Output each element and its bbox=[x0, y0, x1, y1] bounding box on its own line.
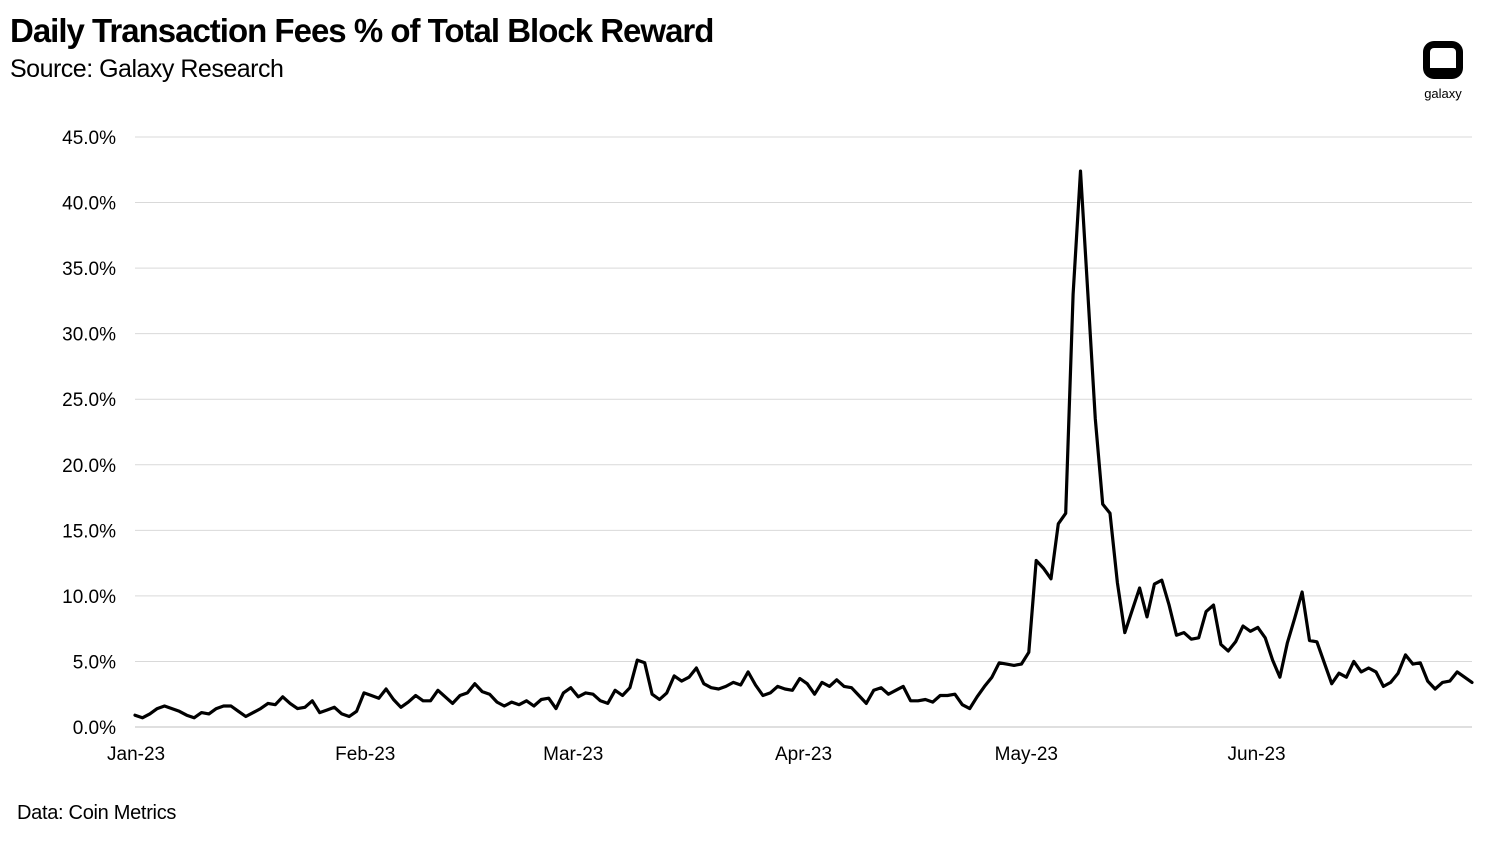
y-tick-label: 5.0% bbox=[73, 652, 116, 673]
galaxy-logo-icon bbox=[1423, 41, 1463, 79]
y-tick-label: 45.0% bbox=[62, 128, 116, 149]
data-source-note: Data: Coin Metrics bbox=[17, 802, 177, 824]
y-tick-label: 30.0% bbox=[62, 325, 116, 346]
x-tick-label: Mar-23 bbox=[543, 744, 603, 765]
y-tick-label: 35.0% bbox=[62, 259, 116, 280]
x-axis-ticks: Jan-23 Feb-23 Mar-23 Apr-23 May-23 Jun-23 bbox=[107, 744, 1286, 765]
chart-subtitle: Source: Galaxy Research bbox=[10, 55, 284, 83]
grid-lines bbox=[135, 136, 1472, 662]
x-tick-label: Jan-23 bbox=[107, 744, 165, 765]
x-tick-label: Apr-23 bbox=[775, 744, 832, 765]
x-tick-label: Jun-23 bbox=[1228, 744, 1286, 765]
series-layer bbox=[133, 169, 1474, 720]
x-tick-label: Feb-23 bbox=[335, 744, 395, 765]
logo-label: galaxy bbox=[1424, 86, 1462, 101]
y-tick-label: 20.0% bbox=[62, 456, 116, 477]
y-tick-label: 25.0% bbox=[62, 390, 116, 411]
y-tick-label: 0.0% bbox=[73, 718, 116, 739]
chart-title: Daily Transaction Fees % of Total Block … bbox=[10, 12, 714, 49]
y-axis-ticks: 0.0% 5.0% 10.0% 15.0% 20.0% 25.0% 30.0% 35.0% 40… bbox=[62, 128, 116, 739]
y-tick-label: 15.0% bbox=[62, 521, 116, 542]
y-tick-label: 40.0% bbox=[62, 194, 116, 215]
y-tick-label: 10.0% bbox=[62, 587, 116, 608]
series-line bbox=[133, 169, 1474, 720]
x-tick-label: May-23 bbox=[995, 744, 1058, 765]
